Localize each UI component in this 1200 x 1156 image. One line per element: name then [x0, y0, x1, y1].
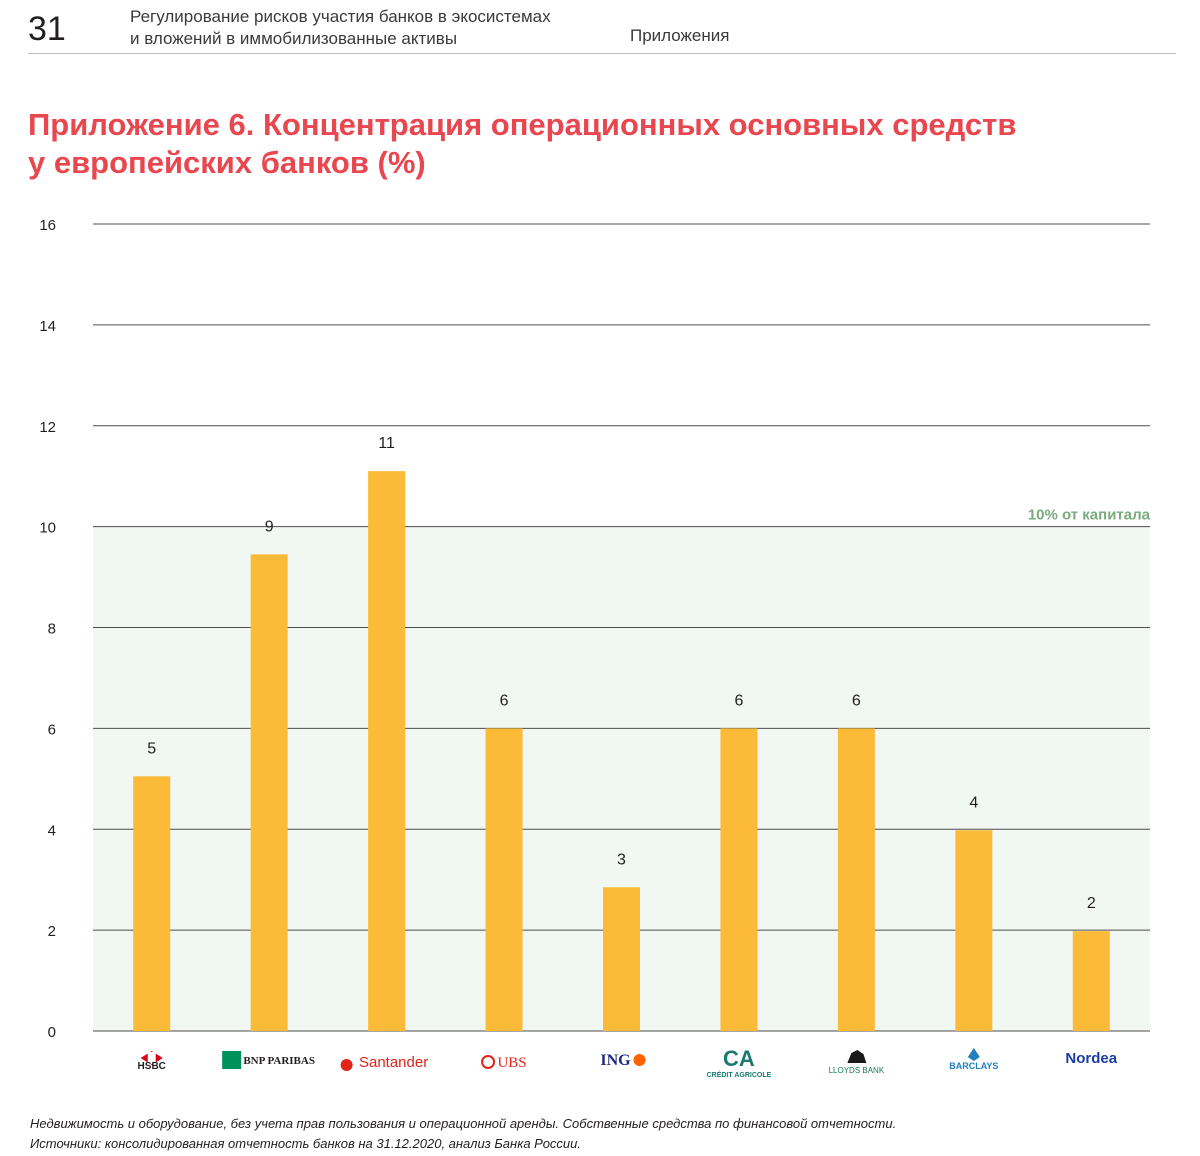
- header-divider: [28, 53, 1176, 54]
- x-category-label-4: ING: [600, 1052, 631, 1069]
- credit-agricole-logo-icon: CA: [723, 1046, 755, 1071]
- chart-title-line2: у европейских банков (%): [28, 145, 426, 180]
- x-category-label-5: CRÉDIT AGRICOLE: [707, 1070, 772, 1079]
- data-label-7: 4: [969, 794, 978, 811]
- x-category-label-6: LLOYDS BANK: [829, 1066, 885, 1075]
- page-number: 31: [28, 10, 66, 48]
- data-label-2: 11: [378, 435, 395, 452]
- y-tick-label-16: 16: [39, 217, 56, 234]
- data-label-5: 6: [734, 692, 743, 709]
- data-label-1: 9: [265, 518, 274, 535]
- bar-7: [955, 830, 993, 1031]
- document-title: Регулирование рисков участия банков в эк…: [130, 6, 551, 50]
- bnp-logo-icon: [222, 1051, 242, 1069]
- footnote-sources: Источники: консолидированная отчетность …: [30, 1136, 582, 1151]
- data-label-4: 3: [617, 851, 626, 868]
- section-name: Приложения: [630, 26, 730, 45]
- chart-title-line1: Приложение 6. Концентрация операционных …: [28, 107, 1017, 142]
- bar-6: [837, 728, 875, 1031]
- ubs-keys-icon: [481, 1055, 496, 1069]
- hsbc-logo-center-icon: [147, 1052, 156, 1064]
- data-label-0: 5: [147, 740, 156, 757]
- x-category-label-1: BNP PARIBAS: [243, 1055, 315, 1067]
- x-category-label-2: Santander: [359, 1054, 428, 1071]
- footnote-note: Недвижимость и оборудование, без учета п…: [30, 1116, 897, 1131]
- document-title-line2: и вложений в иммобилизованные активы: [130, 29, 458, 48]
- barclays-eagle-icon: [967, 1048, 980, 1061]
- bar-chart: 0 2 4 6 8 10 12 14 16 10% от капитала 5 9 11 6 3 6 6 4 2 HS…: [39, 217, 1151, 1079]
- chart-title: Приложение 6. Концентрация операционных …: [28, 106, 1178, 182]
- bar-1: [250, 554, 288, 1031]
- y-tick-label-12: 12: [39, 419, 56, 436]
- lloyds-horse-icon: [847, 1050, 867, 1063]
- y-tick-label-4: 4: [48, 822, 56, 839]
- x-category-label-0: HSBC: [138, 1061, 166, 1072]
- data-label-3: 6: [500, 692, 509, 709]
- ing-lion-icon: [633, 1054, 646, 1066]
- x-category-label-7: BARCLAYS: [949, 1061, 998, 1071]
- bar-8: [1072, 931, 1110, 1031]
- bar-3: [485, 728, 523, 1031]
- x-category-label-8: Nordea: [1065, 1050, 1117, 1067]
- bar-2: [368, 471, 406, 1031]
- x-category-label-3: UBS: [497, 1055, 526, 1071]
- y-tick-label-14: 14: [39, 318, 56, 335]
- y-tick-label-2: 2: [48, 923, 56, 940]
- data-label-8: 2: [1087, 895, 1096, 912]
- y-tick-label-6: 6: [48, 721, 56, 738]
- y-tick-label-10: 10: [39, 520, 56, 537]
- y-tick-label-8: 8: [48, 621, 56, 638]
- santander-flame-icon: [340, 1059, 353, 1071]
- data-label-6: 6: [852, 692, 861, 709]
- bar-4: [603, 887, 640, 1031]
- threshold-label: 10% от капитала: [1028, 507, 1151, 524]
- bar-0: [133, 776, 171, 1031]
- document-title-line1: Регулирование рисков участия банков в эк…: [130, 7, 551, 26]
- bar-5: [720, 728, 758, 1031]
- y-tick-label-0: 0: [48, 1024, 56, 1041]
